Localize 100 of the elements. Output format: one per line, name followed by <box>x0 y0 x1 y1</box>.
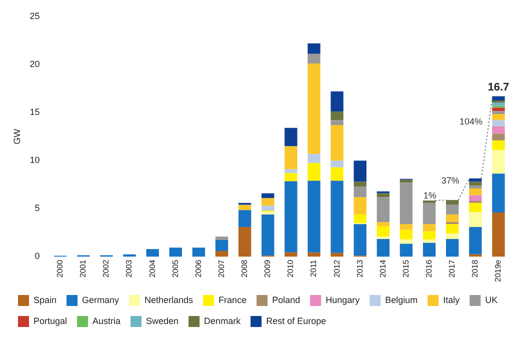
bar <box>330 167 344 181</box>
legend-label: Rest of Europe <box>266 316 326 326</box>
bar <box>284 173 298 182</box>
bar <box>492 96 505 101</box>
bar <box>422 242 436 257</box>
bar <box>446 204 459 214</box>
bar <box>215 240 228 251</box>
x-tick-label: 2004 <box>148 259 157 278</box>
y-tick-label: 15 <box>30 107 40 118</box>
bar <box>308 54 320 64</box>
bar <box>262 206 274 211</box>
legend-label: Germany <box>82 294 120 305</box>
bar <box>492 111 505 114</box>
bar <box>492 102 505 106</box>
bar <box>308 43 320 54</box>
legend-label: Austria <box>92 316 121 326</box>
bar <box>492 150 505 174</box>
bar <box>330 120 344 126</box>
bar <box>330 91 344 112</box>
bar <box>215 250 228 257</box>
legend-label: Denmark <box>204 316 242 326</box>
bar <box>262 212 274 214</box>
bar <box>262 193 274 198</box>
y-tick-label: 25 <box>30 10 40 21</box>
bar <box>169 248 182 257</box>
x-tick-label: 2014 <box>378 259 388 278</box>
x-tick-label: 2010 <box>286 259 296 278</box>
bar <box>238 204 252 210</box>
bar <box>284 128 298 146</box>
bar <box>354 160 366 182</box>
y-tick-label: 20 <box>30 58 40 69</box>
bar <box>469 186 482 188</box>
bar <box>330 125 344 161</box>
bar <box>238 210 252 227</box>
bar <box>354 186 366 198</box>
x-tick-label: 2015 <box>401 259 410 278</box>
bar <box>330 180 344 253</box>
x-tick-label: 2017 <box>448 259 457 278</box>
annotation: 37% <box>441 175 460 186</box>
bar <box>422 202 436 224</box>
legend-label: Italy <box>443 294 460 305</box>
x-tick-label: 2009 <box>263 259 272 278</box>
bar <box>422 231 436 240</box>
bar <box>284 252 298 257</box>
bar <box>376 197 390 222</box>
x-tick-label: 2007 <box>216 259 226 278</box>
bar <box>284 181 298 252</box>
bar <box>330 112 344 120</box>
bar <box>308 180 320 252</box>
bar <box>215 236 228 240</box>
bar <box>354 214 366 224</box>
annotation: 1% <box>423 190 436 201</box>
bar <box>284 169 298 174</box>
bar <box>469 188 482 196</box>
y-tick-label: 10 <box>30 155 40 166</box>
bar <box>446 238 459 257</box>
bar <box>330 252 344 257</box>
x-tick-label: 2002 <box>102 259 111 278</box>
bar <box>446 234 459 239</box>
legend-label: Netherlands <box>144 294 194 305</box>
bar <box>446 224 459 234</box>
x-tick-label: 2006 <box>194 259 203 278</box>
x-tick-label: 2011 <box>309 259 318 277</box>
bar <box>376 193 390 198</box>
legend-label: Hungary <box>326 294 360 305</box>
bar <box>146 249 159 257</box>
bar <box>446 214 459 222</box>
bar <box>262 214 274 256</box>
bar <box>492 134 505 140</box>
bar <box>469 226 482 254</box>
bar <box>330 160 344 168</box>
legend-label: Portugal <box>34 316 68 326</box>
bar <box>492 120 505 126</box>
x-tick-label: 2003 <box>124 259 134 278</box>
bar <box>422 224 436 232</box>
x-tick-label: 2013 <box>355 259 364 278</box>
legend-label: Poland <box>272 294 300 305</box>
bar <box>400 230 413 240</box>
bar <box>376 238 390 257</box>
y-axis-title: GW <box>12 128 22 144</box>
bar <box>308 163 320 181</box>
annotation: 104% <box>459 116 482 127</box>
legend-label: Belgium <box>385 294 418 305</box>
total-label: 16.7 <box>488 82 510 94</box>
x-tick-label: 2008 <box>240 259 250 278</box>
bar <box>492 140 505 150</box>
x-tick-label: 2001 <box>78 259 88 278</box>
bar <box>284 146 298 170</box>
bar <box>238 226 252 257</box>
bar <box>492 114 505 120</box>
bar <box>492 174 505 213</box>
bar <box>469 202 482 212</box>
bar <box>308 154 320 164</box>
y-tick-label: 0 <box>34 251 40 262</box>
legend-label: France <box>218 294 247 305</box>
x-tick-label: 2019e <box>494 259 503 282</box>
legend-label: Sweden <box>146 316 179 326</box>
bar <box>400 244 413 257</box>
bar <box>376 222 390 226</box>
bar <box>192 248 206 257</box>
